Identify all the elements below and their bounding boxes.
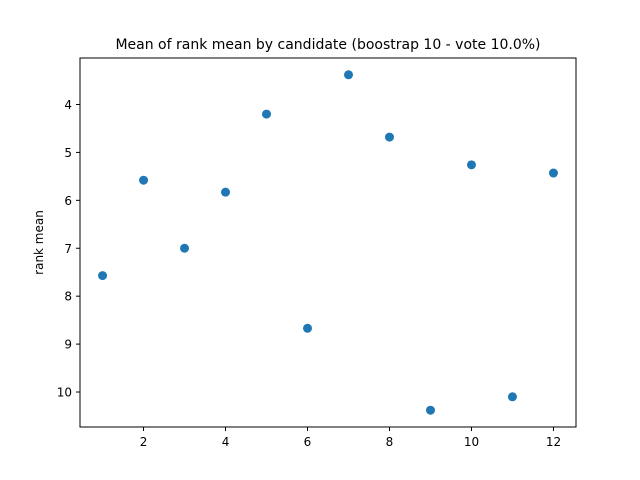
x-tick-label: 12 xyxy=(546,435,561,449)
data-point xyxy=(507,392,517,402)
data-point xyxy=(303,323,313,333)
y-tick-label: 5 xyxy=(64,146,72,160)
y-tick-label: 9 xyxy=(64,338,72,352)
y-tick-label: 4 xyxy=(64,98,72,112)
data-point xyxy=(180,243,190,253)
chart-title: Mean of rank mean by candidate (boostrap… xyxy=(115,37,540,53)
x-tick-label: 2 xyxy=(140,435,148,449)
data-point xyxy=(221,187,231,197)
axis-ticks: 2 4 6 8 10 12 4 5 6 7 8 9 10 xyxy=(57,98,561,449)
x-tick-label: 6 xyxy=(304,435,312,449)
y-tick-label: 7 xyxy=(64,242,72,256)
data-point xyxy=(343,70,353,80)
data-point xyxy=(425,405,435,415)
y-tick-label: 6 xyxy=(64,194,72,208)
y-axis-label: rank mean xyxy=(32,210,46,275)
data-point xyxy=(384,132,394,142)
x-tick-label: 4 xyxy=(222,435,230,449)
x-tick-label: 10 xyxy=(464,435,479,449)
data-point xyxy=(98,271,108,281)
data-points xyxy=(98,70,558,415)
data-point xyxy=(139,175,149,185)
y-tick-label: 10 xyxy=(57,386,72,400)
data-point xyxy=(466,160,476,170)
data-point xyxy=(262,109,272,119)
plot-frame xyxy=(79,57,577,428)
y-tick-label: 8 xyxy=(64,290,72,304)
data-point xyxy=(548,168,558,178)
x-tick-label: 8 xyxy=(386,435,394,449)
